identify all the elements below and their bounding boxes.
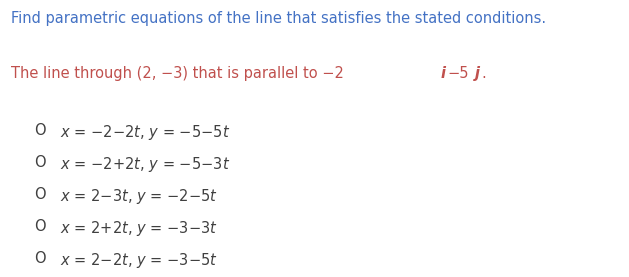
Text: .: .: [481, 66, 486, 81]
Text: O: O: [35, 219, 46, 234]
Text: $x$ = 2−2$t$, $y$ = −3−5$t$: $x$ = 2−2$t$, $y$ = −3−5$t$: [60, 251, 218, 270]
Text: $x$ = 2+2$t$, $y$ = −3−3$t$: $x$ = 2+2$t$, $y$ = −3−3$t$: [60, 219, 218, 238]
Text: −5: −5: [447, 66, 469, 81]
Text: $x$ = 2−3$t$, $y$ = −2−5$t$: $x$ = 2−3$t$, $y$ = −2−5$t$: [60, 187, 218, 206]
Text: O: O: [35, 155, 46, 170]
Text: $x$ = −2−2$t$, $y$ = −5−5$t$: $x$ = −2−2$t$, $y$ = −5−5$t$: [60, 123, 230, 142]
Text: Find parametric equations of the line that satisfies the stated conditions.: Find parametric equations of the line th…: [11, 11, 547, 26]
Text: O: O: [35, 251, 46, 266]
Text: O: O: [35, 187, 46, 202]
Text: j: j: [475, 66, 480, 81]
Text: O: O: [35, 123, 46, 138]
Text: The line through (2, −3) that is parallel to −2: The line through (2, −3) that is paralle…: [11, 66, 344, 81]
Text: $x$ = −2+2$t$, $y$ = −5−3$t$: $x$ = −2+2$t$, $y$ = −5−3$t$: [60, 155, 230, 174]
Text: i: i: [441, 66, 446, 81]
